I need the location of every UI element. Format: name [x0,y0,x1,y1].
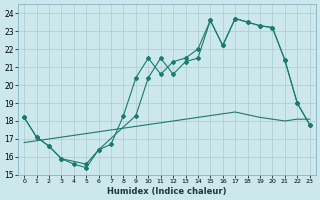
X-axis label: Humidex (Indice chaleur): Humidex (Indice chaleur) [107,187,227,196]
